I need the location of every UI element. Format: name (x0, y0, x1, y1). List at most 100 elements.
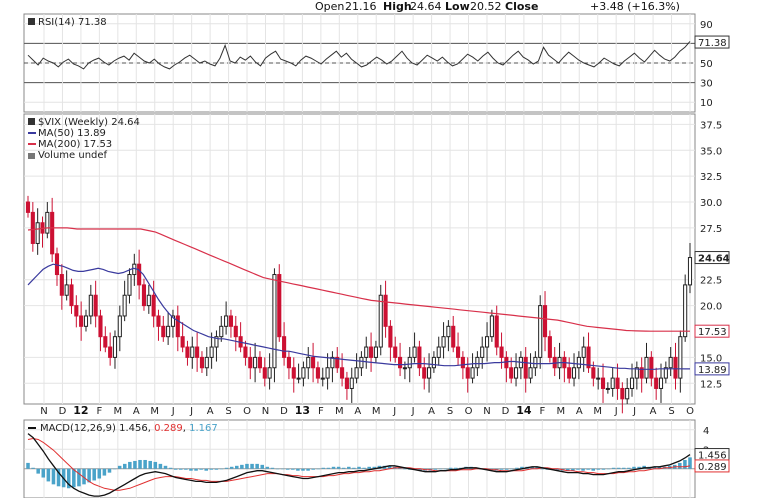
candle-body-105 (533, 356, 538, 369)
candle-body-9 (69, 284, 74, 307)
month-label-27: F (539, 406, 545, 417)
low-label: Low (445, 0, 470, 13)
candle-body-79 (407, 356, 412, 369)
candle-body-60 (315, 367, 320, 379)
year-label-14: 14 (516, 404, 532, 417)
macd-hist-bar-53 (296, 468, 300, 471)
month-label-10: S (225, 406, 231, 417)
candle-body-36 (199, 356, 205, 369)
macd-tick-label-0: 4 (703, 426, 709, 437)
macd-hist-bar-4 (46, 468, 51, 482)
month-label-29: A (576, 406, 583, 417)
macd-hist-bar-8 (66, 468, 71, 489)
macd-hist-bar-97 (520, 466, 524, 469)
macd-hist-bar-118 (627, 467, 631, 469)
month-label-3: F (96, 406, 102, 417)
candle-body-62 (325, 367, 330, 379)
candle-body-94 (480, 346, 485, 358)
macd-hist-bar-21 (133, 460, 137, 469)
macd-hist-bar-68 (372, 466, 377, 469)
candle-body-7 (59, 274, 64, 296)
month-label-18: M (372, 406, 381, 417)
candle-body-136 (683, 284, 688, 338)
candle-body-40 (219, 325, 224, 338)
macd-hist-bar-30 (179, 468, 183, 470)
month-label-1: D (59, 406, 67, 417)
macd-hist-bar-80 (433, 468, 438, 470)
macd-hist-bar-111 (591, 468, 596, 471)
macd-hist-bar-51 (285, 468, 290, 470)
candle-body-35 (195, 346, 200, 358)
macd-hist-bar-1 (31, 467, 35, 469)
candle-body-98 (499, 346, 504, 358)
candle-body-76 (393, 346, 398, 358)
macd-hist-bar-52 (291, 468, 295, 470)
year-label-12: 12 (73, 404, 88, 417)
price-legend-title: $VIX (Weekly) 24.64 (38, 117, 140, 128)
candle-body-77 (398, 356, 403, 369)
macd-hist-bar-123 (652, 466, 657, 469)
macd-hist-bar-63 (347, 466, 351, 469)
macd-hist-bar-37 (214, 468, 219, 470)
month-label-17: A (354, 406, 361, 417)
macd-hist-bar-100 (535, 466, 539, 469)
candle-body-39 (214, 336, 219, 348)
candle-body-54 (286, 356, 291, 369)
month-label-23: O (465, 406, 473, 417)
candle-body-113 (571, 367, 577, 379)
price-tick-label-3: 30.0 (700, 198, 722, 209)
macd-legend: MACD(12,26,9) 1.456, 0.289, 1.167 (28, 423, 218, 434)
macd-hist-bar-35 (204, 468, 208, 471)
rsi-last-value-box (694, 35, 730, 49)
rsi-legend-label: RSI(14) 71.38 (38, 17, 107, 28)
macd-hist-bar-74 (403, 468, 407, 470)
candle-body-47 (253, 356, 258, 369)
signal-last-value-box (694, 459, 730, 473)
candle-body-52 (277, 274, 282, 338)
candle-body-21 (127, 274, 132, 296)
macd-hist-bar-61 (336, 466, 341, 469)
macd-hist-bar-10 (77, 468, 81, 487)
candle-body-4 (45, 211, 50, 234)
month-label-19: J (392, 406, 396, 417)
candle-body-108 (547, 336, 552, 358)
candle-body-66 (344, 377, 349, 389)
rsi-tick-label-2: 50 (700, 59, 713, 70)
price-tick-label-6: 20.0 (700, 302, 722, 313)
candle-body-95 (484, 336, 490, 348)
month-label-24: N (483, 406, 490, 417)
candle-body-74 (383, 294, 388, 327)
macd-hist-bar-71 (387, 465, 392, 469)
price-tick-label-0: 37.5 (700, 120, 722, 131)
candle-body-114 (576, 356, 581, 369)
open-value: 21.16 (345, 0, 377, 13)
ma50-last-value-label: 13.89 (698, 365, 727, 376)
candle-body-25 (146, 294, 151, 307)
candle-body-100 (509, 367, 514, 379)
candle-body-87 (446, 325, 451, 338)
month-label-28: M (556, 406, 565, 417)
price-last-value-label: 24.64 (698, 254, 730, 265)
month-label-13: D (280, 406, 288, 417)
month-label-34: S (668, 406, 674, 417)
month-label-22: S (447, 406, 453, 417)
candle-body-38 (209, 346, 214, 358)
candle-body-55 (291, 367, 296, 379)
macd-hist-bar-65 (357, 466, 361, 469)
candle-body-15 (98, 315, 103, 338)
candle-body-104 (528, 367, 533, 379)
macd-hist-bar-106 (566, 468, 570, 471)
macd-hist-bar-107 (571, 468, 575, 471)
month-label-4: M (114, 406, 123, 417)
candle-body-32 (180, 336, 185, 348)
macd-hist-bar-113 (601, 468, 606, 470)
candle-body-2 (35, 222, 40, 244)
price-tick-label-2: 32.5 (700, 172, 722, 183)
macd-hist-bar-77 (418, 468, 422, 471)
macd-hist-bar-48 (270, 467, 275, 469)
month-label-30: M (593, 406, 602, 417)
macd-hist-bar-41 (235, 465, 239, 469)
candle-body-33 (185, 346, 190, 358)
macd-legend-label: MACD(12,26,9) 1.456, 0.289, 1.167 (40, 423, 218, 434)
